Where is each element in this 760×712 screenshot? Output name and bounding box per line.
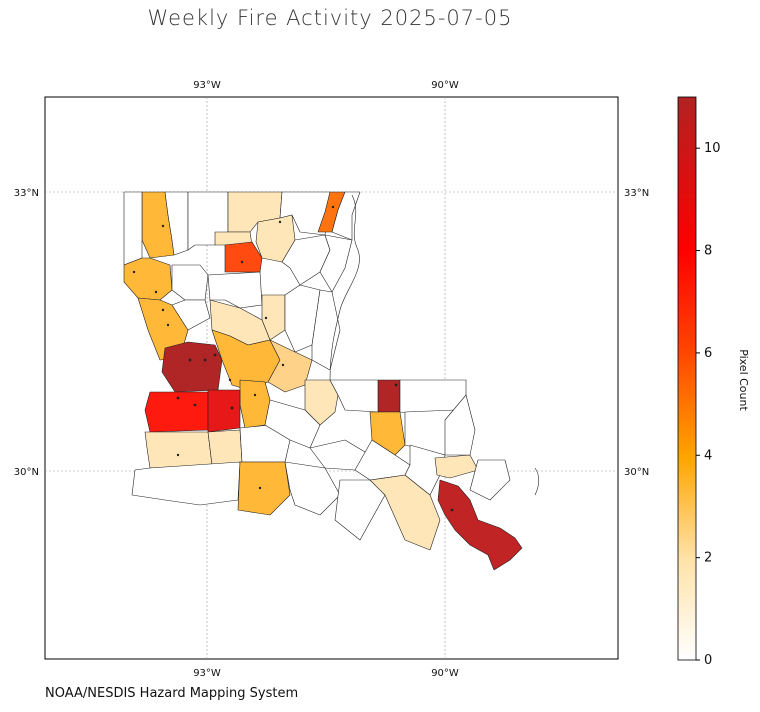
lon-tick-bottom-2: 90°W: [431, 668, 459, 679]
colorbar-tick-label: 0: [704, 653, 712, 668]
parish-jackson: [224, 241, 263, 273]
lon-tick-top-1: 93°W: [193, 80, 221, 91]
parish-acadia: [239, 424, 291, 463]
colorbar-tick-label: 8: [704, 244, 712, 259]
parish-pointe-w: [329, 379, 379, 413]
parish-avoyelles: [239, 379, 271, 429]
lat-tick-left-1: 33°N: [14, 188, 39, 199]
parish-jefferson-davis: [207, 429, 243, 466]
parish-vermilion: [237, 461, 291, 516]
lon-tick-bottom-1: 93°W: [193, 668, 221, 679]
lat-tick-right-1: 33°N: [624, 188, 649, 199]
parish-beauregard: [144, 391, 209, 433]
parish-cameron: [131, 461, 241, 506]
parish-washington: [444, 394, 476, 456]
parish-st-mary: [334, 479, 386, 541]
colorbar-tick-label: 6: [704, 346, 712, 361]
parish-west-edge: [123, 191, 143, 266]
lat-tick-right-2: 30°N: [624, 467, 649, 478]
fire-detections: [132, 205, 454, 512]
lat-tick-left-2: 30°N: [14, 467, 39, 478]
colorbar-tick-label: 10: [704, 141, 721, 156]
colorbar-ticks: 0 2 4 6 8 10: [696, 141, 721, 668]
parish-vernon: [161, 341, 223, 393]
colorbar-tick-label: 2: [704, 551, 712, 566]
source-credit: NOAA/NESDIS Hazard Mapping System: [45, 686, 299, 701]
colorbar-label: Pixel Count: [737, 349, 750, 411]
parish-st-bernard: [469, 459, 511, 501]
lon-tick-top-2: 90°W: [431, 80, 459, 91]
parish-calcasieu: [144, 431, 213, 469]
colorbar-tick-label: 4: [704, 448, 712, 463]
parish-plaquemines: [437, 479, 523, 571]
parish-natch-west: [171, 299, 211, 331]
map-frame: [44, 96, 619, 660]
parish-allen: [207, 389, 241, 433]
colorbar: [677, 96, 697, 661]
parish-st-tammany: [434, 454, 479, 479]
parishes: [123, 191, 540, 571]
map-title: Weekly Fire Activity 2025-07-05: [147, 6, 513, 30]
parish-iberia: [284, 461, 341, 516]
parish-grant: [267, 339, 313, 393]
parish-caldwell: [261, 294, 286, 341]
